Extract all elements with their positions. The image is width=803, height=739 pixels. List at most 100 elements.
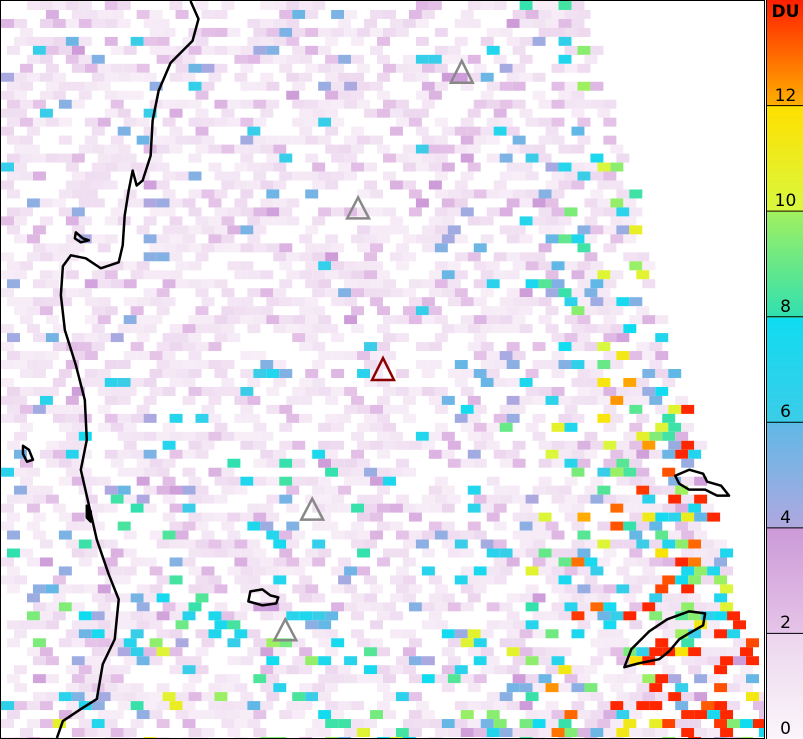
so2-pixel	[681, 458, 695, 468]
so2-pixel	[525, 674, 539, 684]
so2-pixel	[720, 566, 734, 576]
so2-pixel	[188, 135, 202, 145]
so2-pixel	[253, 117, 267, 127]
so2-pixel	[169, 360, 183, 370]
so2-pixel	[214, 207, 228, 217]
so2-pixel	[629, 189, 643, 199]
so2-pixel	[610, 629, 624, 639]
so2-pixel	[662, 503, 676, 513]
so2-pixel	[584, 539, 598, 549]
so2-pixel	[357, 189, 371, 199]
so2-pixel	[260, 593, 274, 603]
so2-pixel	[1, 377, 14, 387]
so2-pixel	[344, 315, 358, 325]
so2-pixel	[545, 485, 559, 495]
so2-pixel	[364, 575, 378, 585]
so2-pixel	[758, 710, 764, 720]
so2-pixel	[188, 81, 202, 91]
so2-pixel	[370, 602, 383, 612]
colorbar-segment	[767, 156, 803, 159]
so2-pixel	[493, 377, 507, 387]
colorbar-segment	[767, 492, 803, 495]
so2-pixel	[123, 351, 137, 361]
colorbar-segment	[767, 574, 803, 577]
island	[247, 588, 280, 607]
so2-pixel	[286, 198, 300, 208]
so2-pixel	[273, 593, 287, 603]
so2-pixel	[408, 297, 422, 307]
so2-pixel	[240, 99, 254, 109]
so2-pixel	[214, 674, 228, 684]
so2-pixel	[78, 557, 92, 567]
so2-pixel	[286, 611, 300, 621]
so2-pixel	[590, 386, 604, 396]
so2-pixel	[130, 629, 144, 639]
so2-pixel	[486, 710, 500, 720]
so2-pixel	[52, 611, 66, 621]
so2-pixel	[331, 710, 345, 720]
so2-pixel	[603, 458, 617, 468]
so2-pixel	[564, 602, 578, 612]
so2-pixel	[169, 234, 183, 244]
so2-pixel	[188, 243, 202, 253]
so2-pixel	[84, 656, 98, 666]
so2-pixel	[91, 180, 105, 190]
colorbar-segment	[767, 396, 803, 399]
so2-pixel	[499, 458, 513, 468]
colorbar-segment	[767, 620, 803, 623]
so2-pixel	[117, 377, 131, 387]
so2-pixel	[169, 377, 183, 387]
so2-pixel	[460, 117, 474, 127]
so2-pixel	[162, 351, 176, 361]
so2-pixel	[253, 225, 267, 235]
so2-pixel	[519, 395, 533, 405]
so2-pixel	[597, 647, 611, 657]
so2-pixel	[525, 153, 539, 163]
so2-pixel	[538, 315, 552, 325]
so2-pixel	[169, 198, 183, 208]
colorbar-segment	[767, 170, 803, 173]
island	[21, 444, 35, 463]
so2-pixel	[499, 351, 513, 361]
so2-pixel	[421, 315, 435, 325]
so2-pixel	[616, 207, 630, 217]
so2-pixel	[260, 216, 274, 226]
so2-pixel	[519, 36, 533, 46]
so2-pixel	[364, 360, 378, 370]
so2-pixel	[428, 234, 442, 244]
so2-pixel	[97, 566, 111, 576]
so2-pixel	[395, 261, 409, 271]
colorbar-segment	[767, 122, 803, 125]
so2-pixel	[584, 252, 598, 262]
so2-pixel	[338, 467, 352, 477]
so2-pixel	[395, 530, 409, 540]
so2-pixel	[78, 719, 92, 729]
so2-pixel	[351, 324, 365, 334]
so2-pixel	[169, 108, 183, 118]
so2-pixel	[117, 413, 131, 423]
so2-pixel	[14, 701, 27, 711]
so2-pixel	[188, 45, 202, 55]
so2-pixel	[240, 261, 254, 271]
so2-pixel	[188, 117, 202, 127]
colorbar-segment	[767, 0, 803, 3]
so2-pixel	[434, 27, 448, 37]
so2-pixel	[299, 413, 313, 423]
colorbar-segment	[767, 410, 803, 413]
so2-pixel	[610, 449, 624, 459]
so2-pixel	[19, 27, 33, 37]
so2-pixel	[221, 377, 235, 387]
so2-pixel	[195, 306, 209, 316]
so2-pixel	[694, 494, 708, 504]
so2-pixel	[571, 377, 585, 387]
so2-pixel	[279, 404, 293, 414]
so2-pixel	[149, 351, 163, 361]
so2-pixel	[525, 656, 539, 666]
so2-pixel	[402, 719, 416, 729]
so2-pixel	[532, 342, 546, 352]
so2-pixel	[351, 126, 365, 136]
so2-pixel	[312, 593, 326, 603]
so2-pixel	[240, 225, 254, 235]
so2-pixel	[208, 467, 222, 477]
colorbar-segment	[767, 86, 803, 89]
